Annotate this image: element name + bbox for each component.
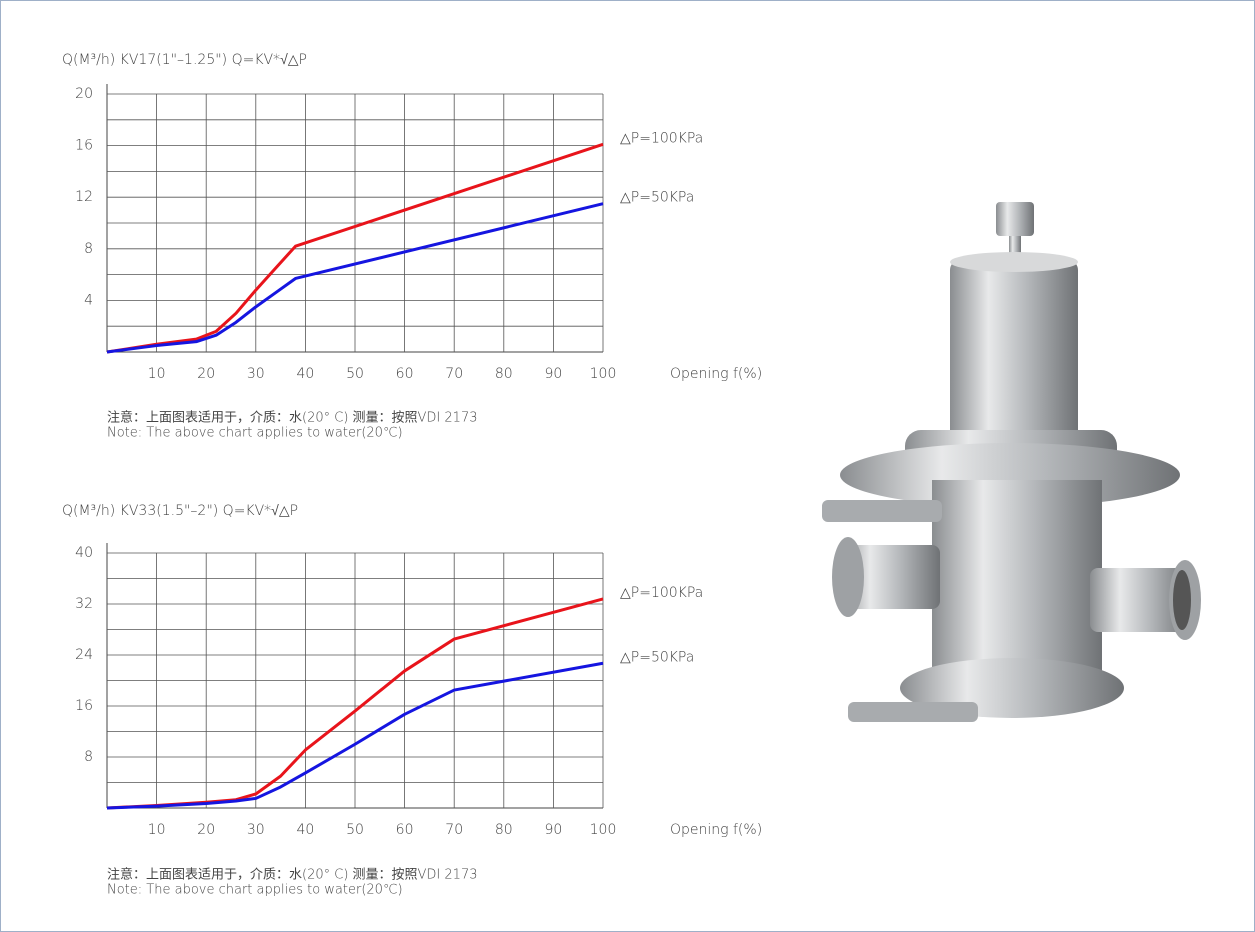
legend-label: △P=100KPa (620, 585, 703, 601)
x-axis-label: Opening f(%) (670, 822, 762, 838)
x-tick-label: 10 (148, 822, 166, 838)
note: Note: The above chart applies to water(2… (107, 883, 403, 898)
x-tick-label: 90 (544, 822, 562, 838)
note: 注意：上面图表适用于，介质：水(20° C) 测量：按照VDI 2173 (107, 867, 477, 883)
x-tick-label: 100 (590, 822, 617, 838)
y-tick-label: 8 (84, 241, 93, 257)
y-tick-label: 12 (75, 189, 93, 205)
x-axis-label: Opening f(%) (670, 366, 762, 382)
x-tick-label: 70 (445, 366, 463, 382)
chart-title: Q(M³/h) KV17(1"–1.25") Q=KV*√△P (62, 52, 307, 68)
y-tick-label: 16 (75, 138, 93, 154)
x-tick-label: 60 (396, 366, 414, 382)
x-tick-label: 60 (396, 822, 414, 838)
x-tick-label: 50 (346, 366, 364, 382)
x-tick-label: 90 (544, 366, 562, 382)
note: 注意：上面图表适用于，介质：水(20° C) 测量：按照VDI 2173 (107, 410, 477, 426)
x-tick-label: 30 (247, 822, 265, 838)
data-line (106, 661, 604, 810)
data-line (106, 202, 604, 354)
y-tick-label: 40 (75, 545, 93, 561)
chart-title: Q(M³/h) KV33(1.5"–2") Q=KV*√△P (62, 503, 298, 519)
x-tick-label: 50 (346, 822, 364, 838)
legend-label: △P=50KPa (620, 649, 694, 665)
note: Note: The above chart applies to water(2… (107, 426, 403, 441)
x-tick-label: 30 (247, 366, 265, 382)
y-tick-label: 4 (84, 292, 93, 308)
x-tick-label: 10 (148, 366, 166, 382)
x-tick-label: 100 (590, 366, 617, 382)
x-tick-label: 40 (296, 822, 314, 838)
y-tick-label: 24 (75, 647, 93, 663)
x-tick-label: 80 (495, 822, 513, 838)
x-tick-label: 20 (197, 822, 215, 838)
x-tick-label: 40 (296, 366, 314, 382)
x-tick-label: 20 (197, 366, 215, 382)
y-tick-label: 32 (75, 596, 93, 612)
x-tick-label: 70 (445, 822, 463, 838)
legend-label: △P=50KPa (620, 190, 694, 206)
valve-image (822, 202, 1201, 722)
x-tick-label: 80 (495, 366, 513, 382)
legend-label: △P=100KPa (620, 130, 703, 146)
y-tick-label: 16 (75, 698, 93, 714)
data-line (106, 142, 604, 354)
y-tick-label: 20 (75, 86, 93, 102)
y-tick-label: 8 (84, 749, 93, 765)
